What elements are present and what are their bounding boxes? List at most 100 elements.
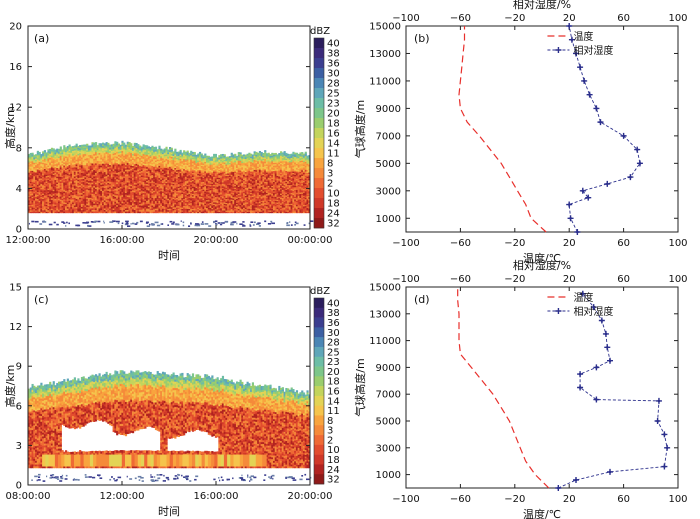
colorbar-label: 11 (327, 149, 340, 160)
y-tick-label: 12 (9, 103, 22, 114)
plot-frame (27, 286, 311, 486)
legend-label: 相对湿度 (573, 305, 613, 318)
x-tick-label: 08:00:00 (6, 491, 51, 502)
colorbar-label: 23 (327, 99, 340, 110)
x-tick-label-top: −20 (504, 13, 525, 24)
ground-clutter (28, 220, 314, 227)
x-tick-label: 00:00:00 (288, 235, 333, 246)
y-tick-label: 11000 (369, 336, 401, 347)
legend-label: 温度 (573, 30, 593, 43)
series-temperature (458, 26, 547, 233)
colorbar-label: 24 (327, 209, 340, 220)
data-point-dot (656, 419, 659, 423)
colorbar-label: 16 (327, 387, 340, 398)
colorbar-label: 14 (327, 139, 340, 150)
y-axis-label: 高度/km (3, 365, 17, 408)
x-tick-label-bottom: −100 (392, 494, 419, 505)
colorbar-label: 32 (327, 475, 340, 486)
y-tick-label: 5000 (376, 417, 401, 428)
x-tick-label-top: 60 (617, 274, 630, 285)
colorbar-label: 40 (327, 39, 340, 50)
colorbar-unit: dBZ (310, 26, 330, 37)
colorbar-swatch (314, 356, 324, 367)
colorbar-swatch (314, 218, 324, 229)
data-point-dot (638, 162, 642, 165)
colorbar-swatch (314, 405, 324, 416)
colorbar-swatch (314, 198, 324, 209)
colorbar-label: 40 (327, 298, 340, 309)
colorbar-swatch (314, 98, 324, 109)
colorbar-swatch (314, 88, 324, 99)
y-tick-label: 7000 (376, 390, 401, 401)
colorbar-label: 14 (327, 396, 340, 407)
panel-label: (c) (34, 293, 49, 306)
colorbar-swatch (314, 346, 324, 358)
colorbar-swatch (314, 474, 324, 485)
colorbar-label: 8 (327, 416, 333, 427)
sounding-panel-d: −100 −60 −20 20 60 100 −100 −60 −20 20 60 100 1000 30… (353, 258, 688, 519)
colorbar-swatch (314, 58, 324, 69)
colorbar-label: 3 (327, 169, 333, 180)
x-tick-label-top: 20 (563, 274, 576, 285)
x-tick-label: 20:00:00 (194, 235, 239, 246)
y-tick-label: 15 (9, 283, 22, 294)
data-point-dot (574, 478, 578, 482)
data-point-dot (586, 196, 590, 199)
legend-marker (555, 47, 562, 53)
panel-label: (b) (414, 32, 430, 45)
colorbar-label: 20 (327, 109, 340, 120)
y-tick-label: 7000 (376, 131, 401, 142)
data-point-dot (578, 386, 582, 389)
colorbar-label: 28 (327, 338, 340, 349)
x-tick-label-top: −60 (450, 274, 471, 285)
y-tick-label: 5000 (376, 159, 401, 170)
legend-label: 温度 (573, 291, 593, 304)
colorbar-label: 24 (327, 465, 340, 476)
data-point-dot (608, 359, 612, 363)
data-point-dot (600, 319, 604, 322)
x-tick-label-bottom: 20 (563, 494, 576, 505)
x-axis-label-top: 相对湿度/% (513, 258, 571, 272)
panel-label: (a) (34, 32, 49, 45)
plot-frame (405, 25, 679, 233)
x-tick-label: 12:00:00 (100, 491, 145, 502)
data-point-dot (581, 292, 585, 296)
x-tick-label-bottom: 100 (668, 494, 687, 505)
data-point-dot (663, 465, 666, 468)
colorbar-label: 18 (327, 377, 340, 388)
ground-clutter (31, 473, 312, 482)
y-tick-label: 8 (16, 143, 22, 154)
data-point-dot (592, 305, 595, 309)
plot-frame (405, 286, 679, 489)
colorbar-label: 10 (327, 445, 340, 456)
colorbar-swatch (314, 415, 324, 426)
data-point-dot (578, 372, 582, 376)
colorbar-swatch (314, 307, 324, 318)
x-tick-label-top: −100 (392, 274, 419, 285)
data-point-dot (663, 433, 666, 436)
x-tick-label: 12:00:00 (6, 235, 51, 246)
y-axis-label: 高度/km (3, 106, 17, 149)
y-tick-label: 9 (16, 362, 22, 373)
y-tick-label: 0 (16, 481, 22, 492)
colorbar-swatch (314, 118, 324, 129)
colorbar-label: 32 (327, 219, 340, 230)
radar-echo-field (28, 140, 310, 214)
y-axis-label: 气球高度/m (353, 358, 367, 416)
colorbar-label: 3 (327, 426, 333, 437)
colorbar-label: 28 (327, 79, 340, 90)
colorbar-label: 2 (327, 435, 333, 446)
colorbar-label: 20 (327, 367, 340, 378)
colorbar-swatch (314, 464, 324, 475)
data-point-dot (665, 446, 669, 450)
colorbar-label: 18 (327, 119, 340, 130)
x-tick-label-bottom: −20 (504, 494, 525, 505)
colorbar-swatch (314, 78, 324, 89)
data-point-dot (605, 346, 609, 349)
radar-echo-field (28, 370, 310, 469)
sounding-panel-b: −100 −60 −20 20 60 100 −100 −60 −20 20 60 100 1000 30… (353, 0, 688, 265)
colorbar-frame (313, 37, 325, 229)
data-point-dot (595, 398, 598, 401)
